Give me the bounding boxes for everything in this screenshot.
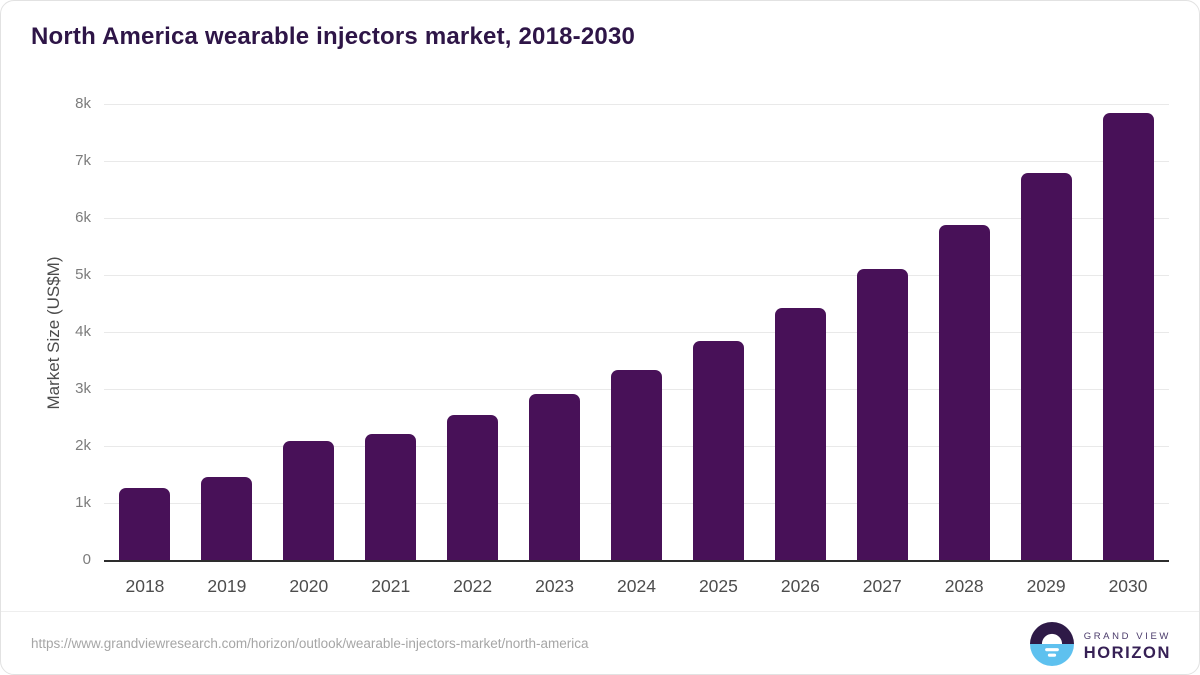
y-tick-4k: 4k [75,323,91,340]
x-label-2027: 2027 [862,576,902,596]
x-label-2022: 2022 [453,576,493,596]
gridline-8k [104,104,1169,105]
bar-2024 [611,370,662,560]
gridline-5k [104,275,1169,276]
bar-2026 [774,308,826,560]
bar-2023 [529,393,581,560]
gridline-7k [104,161,1169,162]
bar-chart: Market Size (US$M) 0 1k 2k 3k 4k 5k 6k 7k 8k 201… [1,81,1199,611]
logo-line2: HORIZON [1083,643,1171,662]
bar-2022 [447,415,499,560]
x-label-2018: 2018 [125,576,165,596]
bar-2020 [283,441,335,560]
source-url: https://www.grandviewresearch.com/horizo… [31,636,589,651]
y-tick-7k: 7k [75,152,91,169]
gridline-6k [104,218,1169,219]
y-tick-5k: 5k [75,266,91,283]
x-label-2028: 2028 [944,576,984,596]
bar-2025 [692,340,744,560]
y-tick-2k: 2k [75,437,91,454]
y-tick-3k: 3k [75,380,91,397]
grand-view-horizon-logo: GRAND VIEW HORIZON [1029,622,1171,671]
x-label-2026: 2026 [780,576,820,596]
bar-2027 [856,269,908,560]
y-tick-8k: 8k [75,95,91,112]
x-label-2021: 2021 [371,576,411,596]
gridline-4k [104,332,1169,333]
y-tick-0: 0 [82,551,91,568]
logo-text: GRAND VIEW HORIZON [1084,631,1171,663]
logo-line1: GRAND VIEW [1083,630,1171,642]
x-label-2023: 2023 [535,576,575,596]
x-label-2020: 2020 [289,576,329,596]
x-label-2025: 2025 [698,576,738,596]
footer: https://www.grandviewresearch.com/horizo… [1,611,1199,674]
horizon-sun-icon [1029,622,1074,671]
x-label-2030: 2030 [1108,576,1148,596]
y-tick-1k: 1k [75,494,91,511]
bar-2029 [1020,172,1072,560]
bar-2018 [119,488,171,560]
x-label-2029: 2029 [1026,576,1066,596]
bar-2030 [1102,113,1154,560]
plot-area [104,104,1169,562]
bar-2019 [201,477,253,560]
x-label-2024: 2024 [617,576,656,596]
y-tick-6k: 6k [75,209,91,226]
bar-2021 [365,434,417,560]
x-label-2019: 2019 [207,576,247,596]
chart-title: North America wearable injectors market,… [31,23,636,50]
bar-2028 [938,224,990,560]
